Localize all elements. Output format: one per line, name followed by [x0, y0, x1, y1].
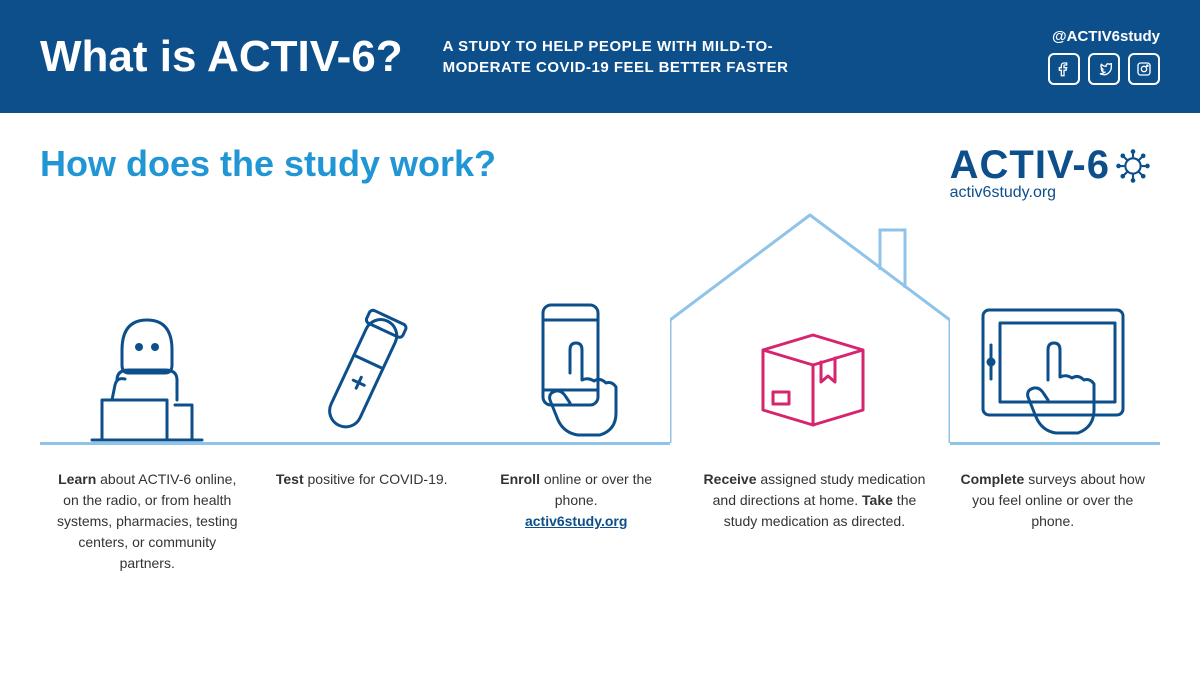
- phone-hand-icon: [508, 295, 638, 445]
- virus-icon: [1116, 149, 1150, 183]
- header-right: @ACTIV6study: [1048, 28, 1160, 85]
- step-enroll: [467, 205, 680, 445]
- caption-learn: Learn about ACTIV-6 online, on the radio…: [40, 469, 254, 574]
- step-test: [253, 205, 466, 445]
- social-handle: @ACTIV6study: [1048, 28, 1160, 45]
- step-learn: [40, 205, 253, 445]
- package-icon: [743, 310, 883, 430]
- logo-text: ACTIV-6: [950, 143, 1110, 188]
- twitter-icon[interactable]: [1088, 53, 1120, 85]
- logo-url: activ6study.org: [950, 184, 1150, 202]
- instagram-icon[interactable]: [1128, 53, 1160, 85]
- social-icons: [1048, 53, 1160, 85]
- page-subtitle: A STUDY TO HELP PEOPLE WITH MILD-TO-MODE…: [443, 36, 843, 78]
- person-laptop-icon: [67, 305, 227, 445]
- enroll-link[interactable]: activ6study.org: [525, 513, 627, 529]
- banner-header: What is ACTIV-6? A STUDY TO HELP PEOPLE …: [0, 0, 1200, 113]
- test-tube-icon: [300, 305, 420, 445]
- body-area: How does the study work? ACTIV-6 activ6s…: [0, 113, 1200, 594]
- page-title: What is ACTIV-6?: [40, 32, 403, 82]
- steps-row: [40, 205, 1160, 445]
- step-complete: [947, 205, 1160, 445]
- step-receive: [680, 205, 947, 445]
- caption-enroll: Enroll online or over the phone. activ6s…: [469, 469, 683, 574]
- logo-block: ACTIV-6 activ6study.org: [950, 143, 1150, 202]
- captions-row: Learn about ACTIV-6 online, on the radio…: [40, 469, 1160, 574]
- caption-receive: Receive assigned study medication and di…: [683, 469, 945, 574]
- header-left: What is ACTIV-6? A STUDY TO HELP PEOPLE …: [40, 32, 843, 82]
- facebook-icon[interactable]: [1048, 53, 1080, 85]
- tablet-hand-icon: [968, 295, 1138, 445]
- caption-test: Test positive for COVID-19.: [254, 469, 468, 574]
- caption-complete: Complete surveys about how you feel onli…: [946, 469, 1160, 574]
